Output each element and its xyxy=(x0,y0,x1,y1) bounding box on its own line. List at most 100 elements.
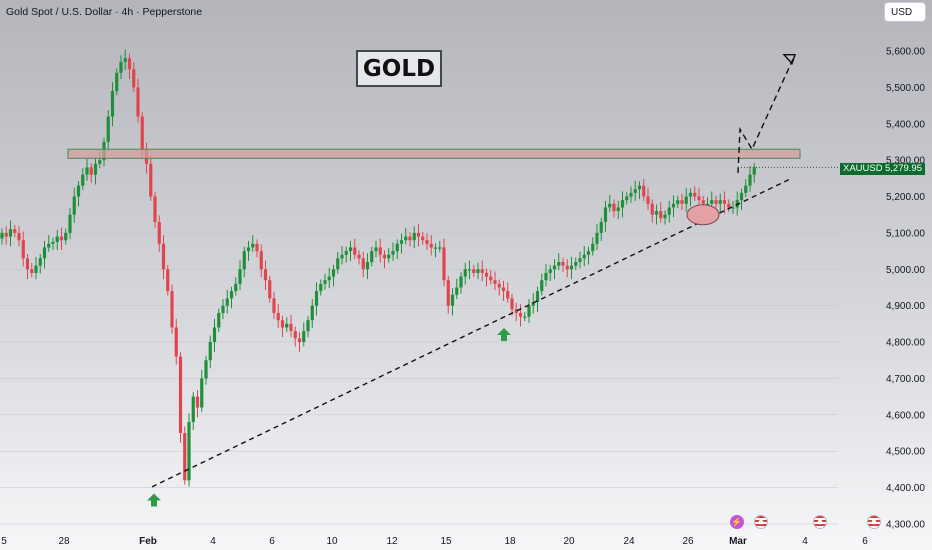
us-flag-event-icon[interactable] xyxy=(813,515,827,529)
candle-body xyxy=(370,251,374,263)
candle-body xyxy=(289,323,293,332)
candle-body xyxy=(510,298,514,310)
candle-body xyxy=(718,200,722,204)
candle-body xyxy=(8,229,13,237)
candle-body xyxy=(25,258,30,270)
x-tick-label: 28 xyxy=(58,536,70,547)
candle-body xyxy=(98,160,102,164)
candle-body xyxy=(238,269,242,284)
candle-body xyxy=(650,203,654,215)
x-tick-label: 4 xyxy=(802,536,808,547)
candle-body xyxy=(123,58,127,62)
candle-body xyxy=(251,243,255,248)
y-tick-label: 4,700.00 xyxy=(886,374,925,385)
candle-body xyxy=(153,196,157,222)
projection-path xyxy=(737,54,796,173)
candle-body xyxy=(535,291,540,303)
candle-body xyxy=(739,192,744,201)
candle-body xyxy=(642,185,646,197)
candle-body xyxy=(38,258,42,266)
candle-body xyxy=(574,262,578,266)
candle-body xyxy=(578,258,582,263)
candle-body xyxy=(540,280,544,292)
candle-body xyxy=(217,312,221,328)
candle-body xyxy=(705,203,710,205)
x-tick-label: 5 xyxy=(1,536,7,547)
candle-body xyxy=(149,163,153,197)
symbol-tag: XAUUSD xyxy=(840,163,886,175)
us-flag-event-icon[interactable] xyxy=(867,515,881,529)
candle-body xyxy=(378,247,382,255)
x-tick-label: 20 xyxy=(563,536,575,547)
lightning-event-icon[interactable]: ⚡ xyxy=(730,515,744,529)
candle-body xyxy=(404,236,408,241)
candle-body xyxy=(170,291,174,328)
candle-body xyxy=(47,243,51,248)
candle-body xyxy=(693,192,697,197)
candle-body xyxy=(157,221,161,244)
candle-body xyxy=(119,61,123,73)
candle-body xyxy=(208,342,212,361)
candle-body xyxy=(306,320,310,332)
candle-body xyxy=(361,258,365,270)
y-tick-label: 5,500.00 xyxy=(886,83,925,94)
candle-body xyxy=(340,254,344,259)
candle-body xyxy=(616,207,620,212)
currency-button[interactable]: USD xyxy=(884,2,926,22)
candle-body xyxy=(591,243,595,252)
candle-body xyxy=(34,265,38,273)
candle-body xyxy=(242,251,246,270)
candle-body xyxy=(221,305,225,313)
x-tick-label: 6 xyxy=(862,536,868,547)
y-tick-label: 4,600.00 xyxy=(886,410,925,421)
candle-body xyxy=(561,262,565,266)
candle-body xyxy=(450,294,455,306)
candle-body xyxy=(336,258,340,270)
candle-body xyxy=(280,320,285,328)
candle-body xyxy=(654,211,659,215)
candle-body xyxy=(348,247,353,252)
candle-body xyxy=(132,69,136,88)
candle-body xyxy=(246,247,251,252)
candle-body xyxy=(748,174,752,186)
candle-body xyxy=(106,116,110,142)
candle-body xyxy=(272,298,276,313)
candle-body xyxy=(285,323,289,328)
price-axis: 5,600.00 5,500.00 5,400.00 5,300.00 5,200.00… xyxy=(886,47,925,531)
candle-body xyxy=(412,232,416,241)
y-tick-label: 4,900.00 xyxy=(886,301,925,312)
candle-body xyxy=(200,378,204,408)
candle-body xyxy=(382,254,387,259)
candle-body xyxy=(714,200,718,204)
candle-body xyxy=(612,203,616,212)
trendline xyxy=(151,178,791,488)
candle-body xyxy=(531,302,535,306)
candle-body xyxy=(178,356,183,433)
candle-body xyxy=(599,221,603,233)
y-tick-label: 5,600.00 xyxy=(886,47,925,58)
projection-arrowhead xyxy=(782,53,796,66)
candle-body xyxy=(493,280,497,284)
y-tick-label: 4,400.00 xyxy=(886,483,925,494)
candle-body xyxy=(395,243,399,252)
candle-body xyxy=(518,312,523,317)
us-flag-event-icon[interactable] xyxy=(754,515,768,529)
candle-body xyxy=(659,211,663,219)
candle-body xyxy=(484,272,489,277)
resistance-zone xyxy=(67,148,801,159)
candle-body xyxy=(161,243,166,270)
candle-body xyxy=(72,196,76,215)
candle-body xyxy=(276,312,280,321)
candle-body xyxy=(387,254,391,259)
candle-body xyxy=(191,396,195,423)
candle-body xyxy=(744,185,748,193)
y-tick-label: 5,100.00 xyxy=(886,228,925,239)
candle-body xyxy=(455,287,459,295)
candle-body xyxy=(399,240,404,244)
candle-body xyxy=(680,200,684,204)
candle-body xyxy=(127,58,132,70)
candle-body xyxy=(166,269,170,292)
candle-body xyxy=(625,196,629,201)
candle-body xyxy=(667,207,671,215)
